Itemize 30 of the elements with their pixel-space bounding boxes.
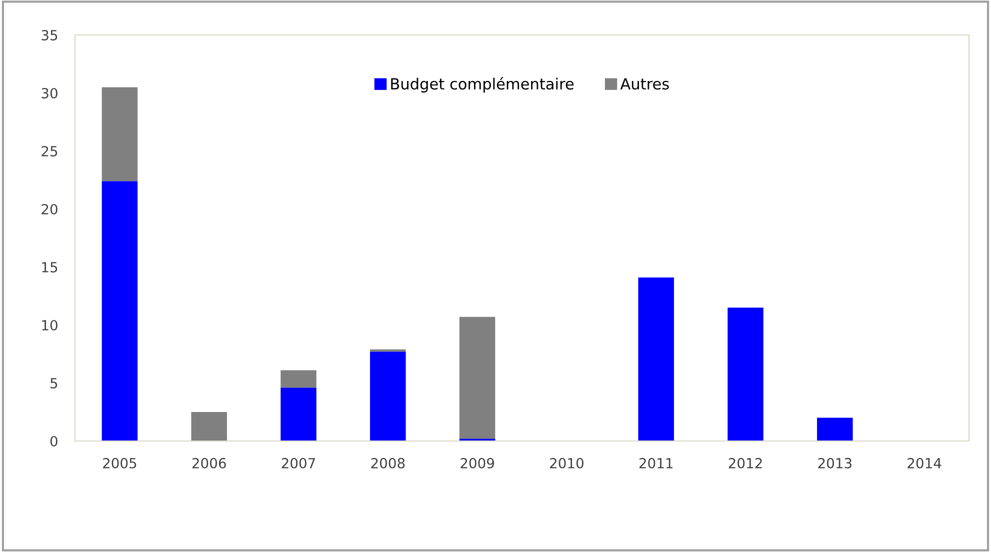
bar	[728, 308, 764, 441]
legend-label: Autres	[620, 78, 669, 90]
x-tick-label: 2012	[728, 458, 762, 468]
bar	[459, 316, 496, 439]
x-tick-label: 2006	[192, 458, 226, 468]
y-tick-label: 15	[42, 262, 58, 272]
y-tick-label: 25	[42, 146, 58, 156]
x-tick-label: 2011	[639, 458, 672, 468]
x-tick-label: 2014	[908, 458, 942, 468]
x-tick-label: 2009	[460, 458, 494, 468]
y-tick-label: 0	[50, 436, 58, 446]
y-tick-label: 35	[42, 30, 58, 40]
y-tick-label: 20	[42, 204, 58, 214]
bar	[817, 418, 853, 441]
bar	[638, 277, 674, 441]
x-tick-label: 2013	[818, 458, 852, 468]
x-tick-label: 2010	[550, 458, 584, 468]
y-tick-label: 30	[42, 88, 58, 98]
y-tick-label: 5	[50, 378, 58, 388]
bar	[102, 181, 138, 441]
x-tick-label: 2008	[371, 458, 405, 468]
bar	[280, 388, 316, 441]
legend-label: Budget complémentaire	[391, 77, 574, 93]
bar	[102, 87, 138, 182]
bar	[280, 370, 316, 388]
bar	[370, 352, 406, 441]
y-tick-label: 10	[42, 320, 58, 330]
x-tick-label: 2005	[103, 458, 136, 468]
x-tick-label: 2007	[282, 458, 315, 468]
bar	[191, 412, 227, 441]
